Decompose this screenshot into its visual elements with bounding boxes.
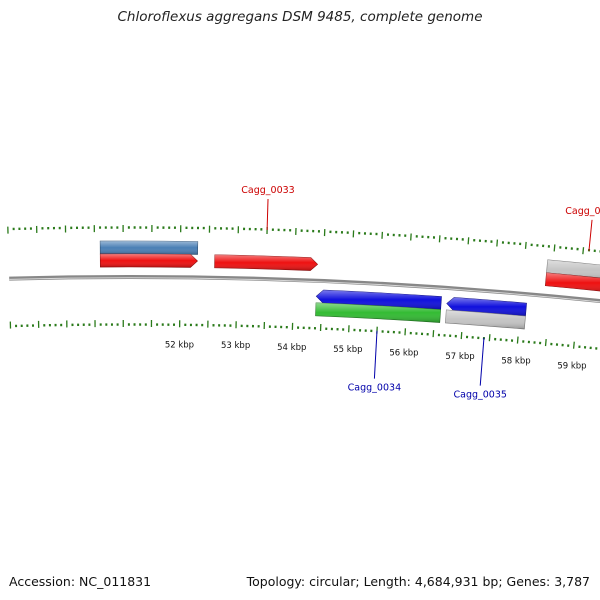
inner-tick [516,336,519,344]
gene-labels: Cagg_0033Cagg_0034Cagg_0035Cagg_0036Cagg… [241,185,600,401]
accession-info: Accession: NC_011831 [9,574,151,589]
gene-feature-gloss [100,241,198,255]
kbp-label: 53 kbp [221,341,250,351]
inner-tick [544,338,547,347]
gene-feature-gloss [545,272,600,292]
kbp-labels: 52 kbp 53 kbp 54 kbp 55 kbp 56 kbp 57 kbp 58 k… [165,340,587,372]
gene-feature-gloss [546,259,600,278]
genome-title: Chloroflexus aggregans DSM 9485, complet… [117,9,483,25]
accession-label: Accession: [9,574,76,589]
backbone-arc [9,275,600,304]
gene-label: Cagg_0033 [241,185,294,196]
gene-feature-gloss [315,302,441,323]
gene-label-leader [266,199,269,231]
inner-tick [488,334,491,342]
gene-label: Cagg_0035 [454,390,507,401]
kbp-label: 56 kbp [389,348,418,358]
gene-feature-gloss [316,290,442,310]
gene-feature-gloss [214,254,318,271]
gene-feature-gloss [445,309,526,330]
gene-feature-gloss [100,254,198,268]
kbp-label: 55 kbp [333,345,362,355]
gene-feature-gloss [446,297,527,317]
inner-tick [572,341,575,349]
inner-tick [460,332,463,340]
kbp-label: 54 kbp [277,343,306,353]
genome-summary: Topology: circular; Length: 4,684,931 bp… [246,574,590,589]
gene-label-leader [479,337,485,386]
outer-tick [496,239,499,247]
backbone-highlight [9,277,600,303]
kbp-label: 52 kbp [165,340,194,350]
outer-tick [524,241,527,249]
outer-tick [553,244,556,252]
gene-label-leader [588,219,593,251]
kbp-label: 59 kbp [557,362,586,372]
gene-label: Cagg_0034 [348,383,401,394]
outer-tick [467,237,470,245]
gene-label-leader [373,330,378,379]
outer-tick [582,247,585,255]
kbp-label: 57 kbp [445,352,474,362]
genome-backbone [9,275,600,304]
accession-number: NC_011831 [79,574,152,589]
gene-label: Cagg_0036 [565,206,600,217]
tick-marks [7,225,600,350]
kbp-label: 58 kbp [501,356,530,366]
gene-features [99,240,600,330]
